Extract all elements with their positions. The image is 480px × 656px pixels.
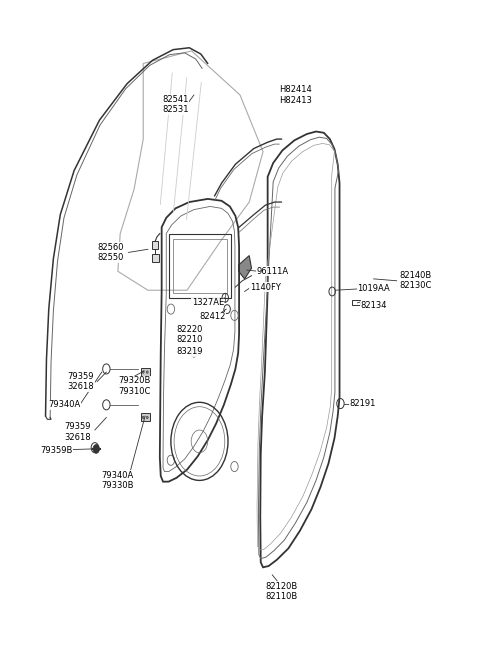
Circle shape bbox=[142, 416, 144, 419]
Text: 1140FY: 1140FY bbox=[250, 283, 281, 291]
Polygon shape bbox=[239, 256, 252, 279]
Circle shape bbox=[142, 371, 144, 373]
Text: 83219: 83219 bbox=[176, 348, 203, 356]
Text: 79320B
79310C: 79320B 79310C bbox=[118, 377, 150, 396]
Text: 82220
82210: 82220 82210 bbox=[176, 325, 203, 344]
Text: 79340A: 79340A bbox=[48, 400, 80, 409]
Text: 82191: 82191 bbox=[349, 399, 375, 408]
Text: 1327AE: 1327AE bbox=[192, 298, 224, 307]
Circle shape bbox=[146, 371, 148, 373]
Polygon shape bbox=[141, 413, 150, 421]
Text: 79359
32618: 79359 32618 bbox=[64, 422, 91, 441]
Text: 82541
82531: 82541 82531 bbox=[162, 94, 189, 114]
Polygon shape bbox=[153, 241, 158, 249]
Text: 82134: 82134 bbox=[360, 302, 387, 310]
Circle shape bbox=[93, 445, 99, 453]
Polygon shape bbox=[152, 254, 159, 262]
Text: 82560
82550: 82560 82550 bbox=[98, 243, 124, 262]
Text: 82140B
82130C: 82140B 82130C bbox=[399, 271, 432, 291]
Text: 1019AA: 1019AA bbox=[357, 285, 390, 293]
Text: 79359
32618: 79359 32618 bbox=[68, 372, 95, 391]
Text: 96111A: 96111A bbox=[256, 267, 288, 276]
Circle shape bbox=[146, 416, 148, 419]
Text: 82412: 82412 bbox=[199, 312, 226, 321]
Polygon shape bbox=[141, 368, 150, 376]
Text: 79359B: 79359B bbox=[40, 446, 73, 455]
Text: 79340A
79330B: 79340A 79330B bbox=[102, 471, 134, 490]
Text: 82120B
82110B: 82120B 82110B bbox=[265, 581, 298, 601]
Text: H82414
H82413: H82414 H82413 bbox=[279, 85, 312, 105]
